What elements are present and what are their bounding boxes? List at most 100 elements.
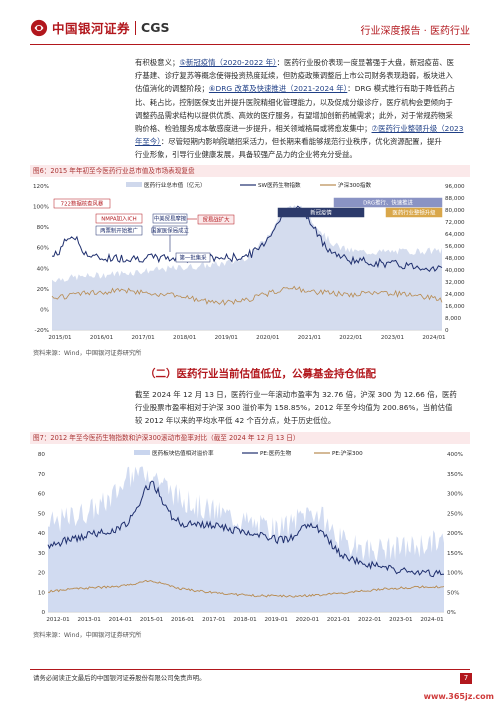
annotation-two-invoice: 两票制开始推广 [100,227,138,235]
x-tick: 2021-01 [327,617,351,623]
y-right-tick: 64,000 [445,232,465,238]
annotation-covid-box [277,207,365,218]
y-right-tick: 100% [447,571,463,577]
paragraph-policy-review: 有积极意义；⑤新冠疫情（2020-2022 年）：医药行业股价表现一度显著强于大… [135,56,470,162]
figure7-source: 资料来源：Wind，中国银河证券研究所 [33,632,142,639]
link-drg[interactable]: ⑥DRG 改革及快速推进（2021-2024 年） [208,84,348,94]
para2-line2: 行业股票市盈率相对于沪深 300 溢价率为 158.85%，2012 年至今均值… [135,403,453,413]
annotation-722-box [53,198,111,209]
y-left-tick: 30 [38,551,46,557]
disclaimer-note: 请务必阅读正文最后的中国银河证券股份有限公司免责声明。 [33,674,206,682]
para1-line6a: 购价格、检验服务成本敏感度进一步提升，相关领域格局或将愈发集中； [135,124,372,134]
report-category: 行业深度报告 · 医药行业 [360,26,470,37]
annotation-two-invoice-box [95,225,143,236]
chart7-legend: 医药板块估值相对溢价率 PE:医药生物 PE:沪深300 [134,449,363,457]
figure7-title: 图7：2012 年至今医药生物指数和沪深300滚动市盈率对比（截至 2024 年… [30,432,470,444]
x-tick: 2017-01 [202,617,226,623]
x-tick: 2018-01 [233,617,257,623]
annotation-nmpa-box [95,213,143,224]
para1-line2: 疗基建、诊疗复苏等概念使得投资热度延续，但防疫政策调整后上市公司财务表现趋弱，板… [135,71,453,81]
link-rectification-cont[interactable]: 年至今） [135,137,161,147]
y-right-tick: 88,000 [445,196,465,202]
y-left-tick: -20% [35,328,49,334]
y-left-tick: 20 [38,571,46,577]
figure6-source: 资料来源：Wind，中国银河证券研究所 [33,350,142,357]
legend-label: PE:医药生物 [260,449,292,457]
para1-line8: 行业形象，引导行业健康发展，具备较强产品力的企业将充分受益。 [135,150,357,160]
figure6-title: 图6：2015 年年初至今医药行业总市值及市场表现复盘 [30,165,470,177]
y-right-tick: 40,000 [445,268,465,274]
para1-line5: 调整药品需求结构以提供优质、高效的医疗服务，有望增加创新药械需求；此外，对于常规… [135,110,453,120]
y-right-tick: 80,000 [445,208,465,214]
watermark: www.365jz.com [423,692,494,701]
y-left-tick: 50 [38,511,46,517]
annotation-first-vbp-box [175,252,211,263]
y-left-tick: 70 [38,472,46,478]
y-right-tick: 32,000 [445,280,465,286]
y-left-tick: 20% [37,287,49,293]
legend-label: PE:沪深300 [332,449,363,457]
annotation-nmpa: NMPA加入ICH [101,215,136,223]
para2-line1: 截至 2024 年 12 月 13 日，医药行业一年滚动市盈率为 32.76 倍… [135,390,457,399]
annotation-covid: 新冠疫情 [310,209,332,217]
x-tick: 2022/01 [339,335,363,341]
series-sw-index-line [51,205,443,273]
chart6-legend: 医药行业总市值（亿元） SW医药生物指数 沪深300指数 [126,181,371,189]
y-right-tick: 56,000 [445,244,465,250]
y-left-tick: 0% [40,307,49,313]
y-left-tick: 40% [37,266,49,272]
y-right-tick: 300% [447,492,463,498]
para1-line3a: 估值消化的调整阶段； [135,84,209,94]
y-right-tick: 16,000 [445,304,465,310]
x-tick: 2015-01 [140,617,164,623]
annotation-drg: DRG推行、快速推进 [363,199,413,207]
link-rectification[interactable]: ⑦医药行业整顿升级（2023 [371,124,464,134]
paragraph-valuation: 截至 2024 年 12 月 13 日，医药行业一年滚动市盈率为 32.76 倍… [135,388,470,428]
series-market-cap-area [52,205,442,330]
y-right-tick: 0% [447,610,456,616]
x-tick: 2019/01 [215,335,239,341]
y-right-tick: 350% [447,472,463,478]
legend-label: 医药板块估值相对溢价率 [152,449,214,457]
para2-line3: 较 2012 年以来的平均水平低 42 个百分点，处于历史低位。 [135,416,336,426]
x-tick: 2015/01 [48,335,72,341]
x-tick: 2019-01 [264,617,288,623]
brand-divider [135,20,137,35]
y-left-tick: 120% [33,184,49,190]
x-tick: 2024-01 [420,617,444,623]
brand-name-en: CGS [141,20,170,35]
legend-swatch-area [134,450,150,455]
y-right-tick: 200% [447,531,463,537]
annotation-722: 722数据核查风暴 [61,200,104,208]
x-tick: 2022-01 [358,617,382,623]
annotation-trade-friction-box [152,213,188,224]
y-right-tick: 24,000 [445,292,465,298]
y-right-tick: 400% [447,452,463,458]
annotation-rectification: 医药行业整顿升级 [392,209,436,217]
y-left-tick: 10 [38,590,46,596]
annotation-trade-war: 贸易战扩大 [203,216,231,224]
y-right-tick: 8,000 [445,316,461,322]
series-pe-hs300-line [47,579,445,598]
y-right-tick: 150% [447,551,463,557]
page-number: 7 [460,673,472,684]
legend-label: 医药行业总市值（亿元） [144,181,206,189]
brand-name-cn: 中国银河证券 [52,21,131,36]
series-premium-area [48,466,444,612]
para1-line1a: 有积极意义； [135,58,180,67]
x-tick: 2012-01 [46,617,70,623]
link-covid[interactable]: ⑤新冠疫情（2020-2022 年） [179,58,277,67]
series-hs300-line [51,285,443,306]
x-tick: 2014-01 [109,617,133,623]
chart7: 80 70 60 50 40 30 20 10 0 400% 350% 300% 250% 200% 150… [38,449,463,623]
annotation-nhsa: 国家医保局成立 [151,227,189,235]
x-tick: 2013-01 [77,617,101,623]
series-pe-med-line [47,480,445,578]
y-right-tick: 0 [445,328,449,334]
brand-logo: 中国银河证券 CGS [30,18,169,37]
header-divider [30,44,470,45]
y-left-tick: 80% [37,225,49,231]
x-tick: 2016-01 [171,617,195,623]
y-right-tick: 50% [447,590,459,596]
y-right-tick: 250% [447,511,463,517]
